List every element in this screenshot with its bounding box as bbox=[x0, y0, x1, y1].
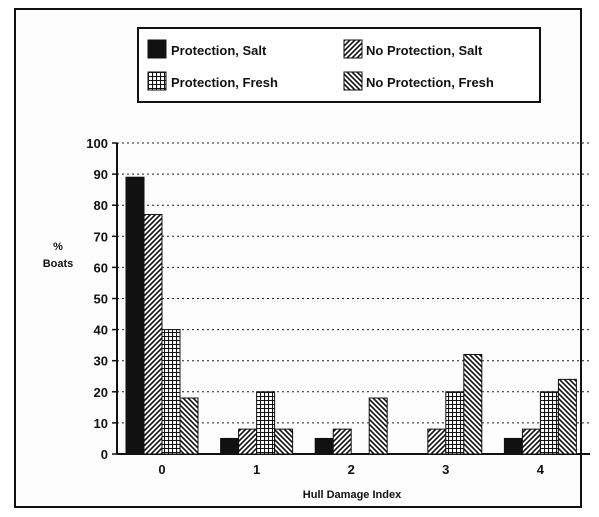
legend-label-no-protection-salt: No Protection, Salt bbox=[366, 43, 483, 58]
bar-diag-right-4 bbox=[521, 428, 541, 455]
bar-diag-right-0 bbox=[143, 214, 163, 455]
legend-swatch-protection-fresh bbox=[147, 71, 167, 91]
bar-solid-2 bbox=[314, 437, 334, 455]
bar-diag-right-3 bbox=[427, 428, 447, 455]
bar-grid-0 bbox=[161, 329, 181, 455]
legend-swatch-no-protection-salt bbox=[343, 39, 363, 59]
y-tick-label: 90 bbox=[94, 167, 108, 182]
bar-grid-4 bbox=[539, 391, 559, 455]
bar-diag-left-2 bbox=[368, 397, 388, 455]
y-axis-title-line2: Boats bbox=[43, 258, 74, 270]
y-tick-label: 70 bbox=[94, 229, 108, 244]
legend-label-protection-fresh: Protection, Fresh bbox=[171, 75, 278, 90]
bar-diag-left-3 bbox=[463, 353, 483, 455]
y-tick-label: 100 bbox=[86, 136, 108, 151]
y-tick-label: 30 bbox=[94, 354, 108, 369]
bar-solid-1 bbox=[220, 437, 240, 455]
y-tick-label: 60 bbox=[94, 260, 108, 275]
y-tick-label: 20 bbox=[94, 385, 108, 400]
y-tick-label: 10 bbox=[94, 416, 108, 431]
bar-diag-right-1 bbox=[238, 428, 258, 455]
legend-label-no-protection-fresh: No Protection, Fresh bbox=[366, 75, 494, 90]
bar-solid-0 bbox=[125, 176, 145, 455]
bar-solid-4 bbox=[503, 437, 523, 455]
x-tick-label: 1 bbox=[253, 462, 260, 477]
x-tick-label: 3 bbox=[442, 462, 449, 477]
bar-diag-left-1 bbox=[274, 428, 294, 455]
legend: Protection, Salt No Protection, Salt Pro… bbox=[137, 27, 541, 103]
bar-diag-right-2 bbox=[332, 428, 352, 455]
legend-box bbox=[137, 27, 541, 103]
x-axis-title: Hull Damage Index bbox=[303, 489, 402, 501]
x-tick-label: 4 bbox=[537, 462, 545, 477]
legend-label-protection-salt: Protection, Salt bbox=[171, 43, 267, 58]
bar-diag-left-0 bbox=[179, 397, 199, 455]
y-tick-label: 0 bbox=[101, 447, 108, 462]
y-tick-label: 40 bbox=[94, 323, 108, 338]
plot-area: 0 10 20 30 40 50 60 70 80 90 100 0 1 2 3 4 bbox=[86, 136, 590, 477]
y-axis-title-line1: % bbox=[53, 241, 63, 253]
x-tick-label: 2 bbox=[348, 462, 355, 477]
bar-diag-left-4 bbox=[557, 378, 577, 455]
bar-grid-3 bbox=[445, 391, 465, 455]
bar-grid-1 bbox=[256, 391, 276, 455]
y-tick-label: 50 bbox=[94, 292, 108, 307]
x-tick-label: 0 bbox=[158, 462, 165, 477]
legend-swatch-no-protection-fresh bbox=[343, 71, 363, 91]
y-tick-label: 80 bbox=[94, 198, 108, 213]
legend-swatch-protection-salt bbox=[147, 39, 167, 59]
